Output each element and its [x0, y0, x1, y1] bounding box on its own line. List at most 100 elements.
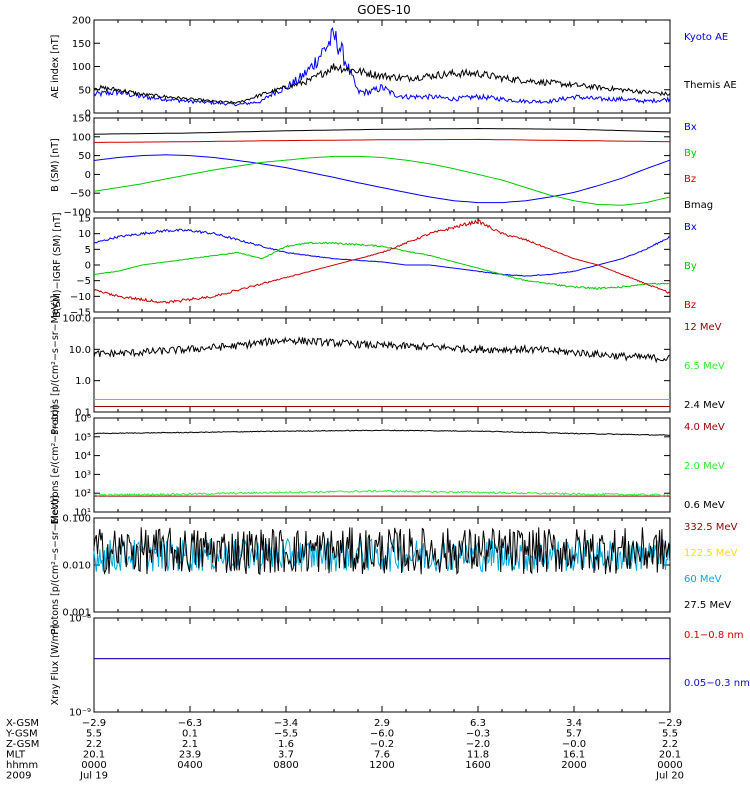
- series-line-1: [93, 26, 671, 107]
- series-group: [93, 429, 671, 497]
- y-tick-label: 100: [72, 132, 91, 143]
- legend: 12 MeV 6.5 MeV 2.4 MeV: [684, 322, 725, 411]
- x-row-value: −3.4: [274, 718, 298, 729]
- panel-7: 10⁻⁹ 10⁻⁸ Xray Flux [W/m²] 0.1−0.8 nm 0.05−0…: [50, 614, 750, 719]
- legend-entry: 12 MeV: [684, 322, 722, 333]
- legend-entry: 122.5 MeV: [684, 548, 738, 559]
- series-line-2: [93, 63, 671, 105]
- series-line-3: [93, 429, 671, 436]
- y-tick-label: 10²: [74, 489, 91, 500]
- x-row-value: 5.5: [86, 729, 102, 740]
- y-tick-label: 5: [85, 245, 91, 256]
- y-axis-label: Electrons [e/(cm²−s−sr)]: [50, 406, 61, 525]
- legend-entry: Bx: [684, 222, 697, 233]
- y-tick-label: 10: [78, 229, 91, 240]
- x-row-label: Z-GSM: [6, 739, 39, 750]
- x-row-value: −6.3: [178, 718, 202, 729]
- y-tick-label: 15: [78, 214, 91, 225]
- x-row-label: hhmm: [6, 760, 38, 771]
- series-line-3: [93, 336, 671, 364]
- x-row-value: 2.1: [182, 739, 198, 750]
- x-row-value: 7.6: [374, 750, 390, 761]
- series-line-2: [93, 489, 671, 497]
- y-tick-label: 10⁴: [74, 451, 91, 462]
- legend-entry: 4.0 MeV: [684, 422, 725, 433]
- legend-entry: Bz: [684, 174, 696, 185]
- series-group: [93, 127, 671, 206]
- legend-entry: 0.6 MeV: [684, 500, 725, 511]
- legend-entry: Themis AE: [683, 80, 737, 91]
- legend: Bx By Bz: [684, 222, 697, 311]
- x-row-value: 11.8: [467, 750, 489, 761]
- legend-entry: 27.5 MeV: [684, 600, 731, 611]
- y-tick-label: 0.100: [62, 514, 91, 525]
- y-tick-label: 200: [72, 16, 91, 27]
- plot-title: GOES-10: [357, 3, 411, 17]
- legend: 332.5 MeV 122.5 MeV 60 MeV 27.5 MeV: [684, 522, 738, 611]
- series-line-3: [93, 219, 671, 304]
- y-tick-label: 150: [72, 39, 91, 50]
- y-tick-label: 0.1: [75, 408, 91, 419]
- y-tick-label: 0: [85, 170, 91, 181]
- x-row-value: 5.7: [566, 729, 582, 740]
- y-tick-label: 10⁻⁹: [69, 708, 91, 719]
- series-group: [93, 219, 671, 304]
- x-row-value: 2.9: [374, 718, 390, 729]
- x-row-value: 5.5: [662, 729, 678, 740]
- legend-entry: Kyoto AE: [684, 32, 728, 43]
- panel-frame: [93, 217, 671, 313]
- x-row-value: Jul 19: [79, 771, 108, 782]
- x-row-value: −0.0: [562, 739, 586, 750]
- legend-entry: 60 MeV: [684, 574, 722, 585]
- series-line-2: [93, 241, 671, 291]
- x-row-label: 2009: [6, 771, 31, 782]
- series-line-2: [93, 155, 671, 206]
- y-tick-label: 0.010: [62, 561, 91, 572]
- x-row-value: 3.4: [566, 718, 582, 729]
- legend-entry: 332.5 MeV: [684, 522, 738, 533]
- x-row-value: 1600: [465, 760, 490, 771]
- y-axis-label: Protons [p/(cm²−s−sr−MeV)]: [50, 495, 61, 634]
- legend: Bx By Bz Bmag: [684, 122, 713, 211]
- y-tick-label: 10.0: [69, 345, 91, 356]
- y-tick-label: −10: [70, 292, 91, 303]
- x-row-value: −0.3: [466, 729, 490, 740]
- x-row-value: 3.7: [278, 750, 294, 761]
- x-row-value: 20.1: [83, 750, 105, 761]
- x-row-value: −0.2: [370, 739, 394, 750]
- series-group: [93, 26, 671, 107]
- y-tick-label: 10¹: [74, 508, 91, 519]
- y-axis-label: Xray Flux [W/m²]: [50, 625, 61, 706]
- y-axis-label: B (SM) [nT]: [50, 138, 61, 191]
- x-row-value: −5.5: [274, 729, 298, 740]
- y-tick-label: 10⁻⁸: [69, 614, 91, 625]
- x-row-value: 16.1: [563, 750, 585, 761]
- x-row-value: 0000: [657, 760, 682, 771]
- panel-2: −100 −50 0 50 100 150 B (SM) [nT] Bx By Bz Bmag: [50, 114, 713, 219]
- series-group: [93, 336, 671, 407]
- x-row-label: Y-GSM: [5, 729, 38, 740]
- y-axis-label: Protons [p/(cm²−s−sr−MeV)]: [50, 295, 61, 434]
- panel-1: 0 50 100 150 200 AE index [nT] Kyoto AE Themis …: [50, 16, 737, 120]
- x-row-label: X-GSM: [6, 718, 39, 729]
- y-tick-label: 10³: [74, 470, 91, 481]
- y-tick-label: 1.0: [75, 376, 91, 387]
- series-line-3: [94, 138, 671, 143]
- x-row-value: 6.3: [470, 718, 486, 729]
- series-line-4: [93, 127, 671, 135]
- legend-entry: By: [684, 148, 697, 159]
- y-tick-label: −50: [70, 189, 91, 200]
- x-row-label: MLT: [6, 750, 26, 761]
- legend-entry: 2.0 MeV: [684, 461, 725, 472]
- y-tick-label: −5: [76, 276, 91, 287]
- legend-entry: Bz: [684, 300, 696, 311]
- legend: 4.0 MeV 2.0 MeV 0.6 MeV: [684, 422, 725, 511]
- y-tick-label: 50: [78, 151, 91, 162]
- x-row-value: 0000: [81, 760, 106, 771]
- y-tick-label: 50: [78, 85, 91, 96]
- y-tick-label: 100: [72, 62, 91, 73]
- x-row-value: −2.9: [82, 718, 106, 729]
